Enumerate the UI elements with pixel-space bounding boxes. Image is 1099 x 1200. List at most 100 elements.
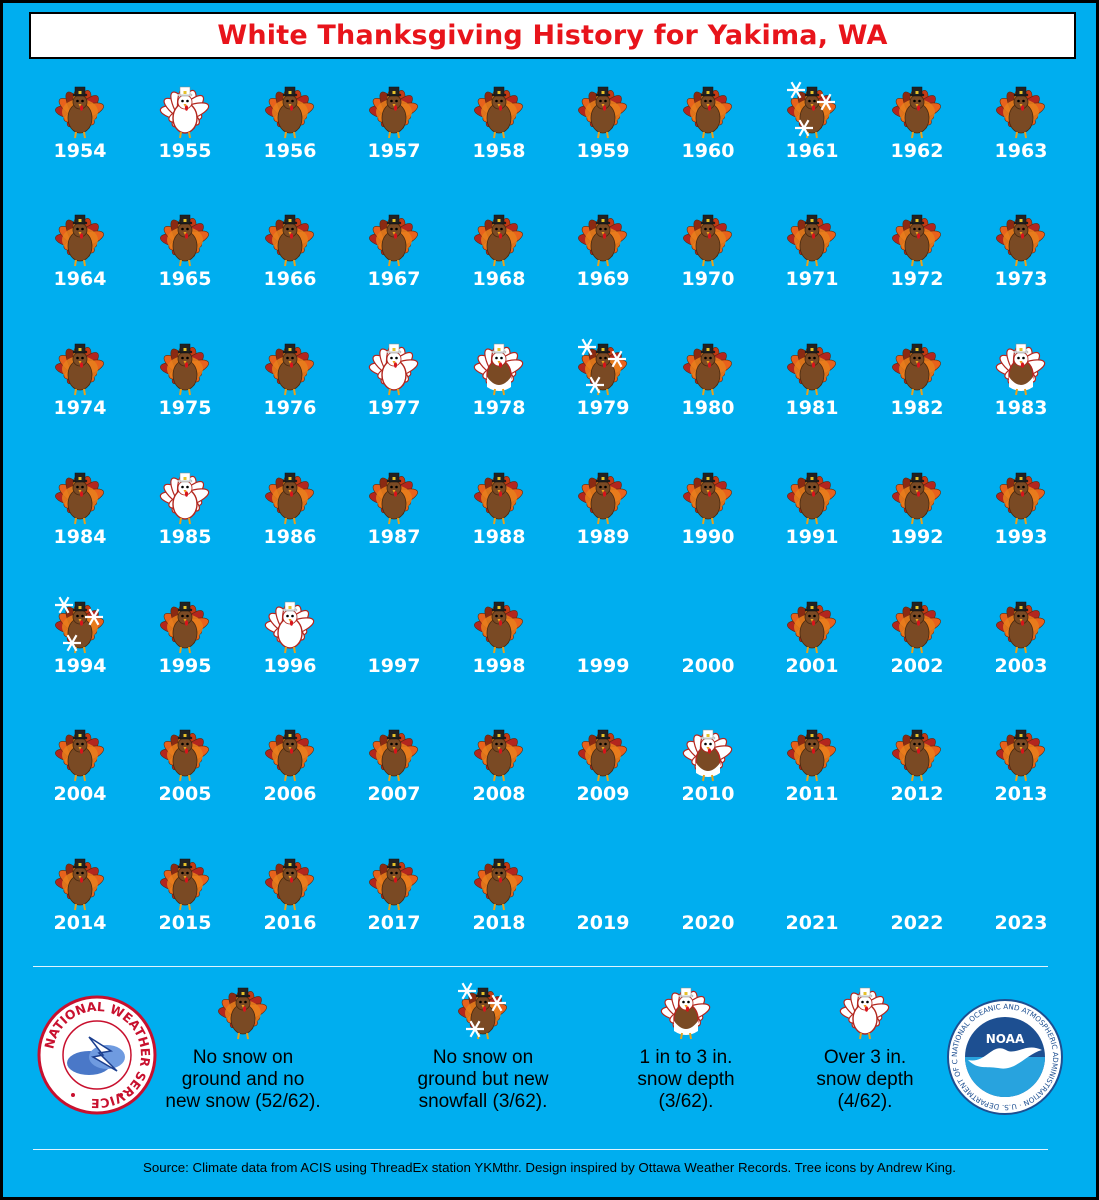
title-box: White Thanksgiving History for Yakima, W…: [29, 12, 1076, 59]
year-label: 2021: [785, 912, 839, 934]
legend-text-line: new snow (52/62).: [165, 1091, 321, 1112]
year-cell: 2003: [969, 591, 1073, 711]
year-label: 2006: [263, 783, 317, 805]
year-label: 1972: [890, 268, 944, 290]
year-label: 1979: [576, 397, 630, 419]
year-label: 1985: [158, 526, 212, 548]
legend-text: Over 3 in. snow depth (4/62).: [790, 1047, 940, 1113]
turkey-icon-none: [55, 343, 104, 396]
turkey-icon-none: [996, 472, 1045, 525]
year-cell: 2022: [865, 848, 969, 968]
year-cell: 1960: [656, 76, 760, 196]
legend-turkey-icon-depth-over-3: [839, 987, 890, 1040]
year-cell: 1996: [238, 591, 342, 711]
turkey-icon-none: [265, 729, 314, 782]
year-cell: 1957: [342, 76, 446, 196]
year-label: 1981: [785, 397, 839, 419]
turkey-icon-none: [265, 86, 314, 139]
turkey-icon-none: [265, 858, 314, 911]
year-cell: 2002: [865, 591, 969, 711]
year-cell: 1999: [551, 591, 655, 711]
year-cell: 2004: [28, 719, 132, 839]
turkey-icon-new-snow: [55, 596, 104, 654]
year-label: 2012: [890, 783, 944, 805]
year-cell: 1989: [551, 462, 655, 582]
year-cell: 1980: [656, 333, 760, 453]
nws-logo: NATIONAL WEATHER SERVICE: [37, 995, 157, 1115]
year-label: 2016: [263, 912, 317, 934]
year-cell: 1962: [865, 76, 969, 196]
turkey-icon-none: [578, 86, 627, 139]
year-cell: 1964: [28, 204, 132, 324]
turkey-icon-none: [892, 729, 941, 782]
turkey-icon-none: [578, 214, 627, 267]
turkey-icon-none: [474, 472, 523, 525]
year-label: 2011: [785, 783, 839, 805]
year-label: 1970: [681, 268, 735, 290]
year-cell: 1985: [133, 462, 237, 582]
year-cell: 1972: [865, 204, 969, 324]
year-cell: 1984: [28, 462, 132, 582]
year-label: 2020: [681, 912, 735, 934]
year-label: 2013: [994, 783, 1048, 805]
year-cell: 1981: [760, 333, 864, 453]
turkey-icon-none: [55, 858, 104, 911]
year-label: 1967: [367, 268, 421, 290]
legend-text-line: Over 3 in.: [823, 1047, 907, 1068]
legend-turkey-icon-new-snow: [458, 982, 507, 1040]
year-cell: 2019: [551, 848, 655, 968]
year-cell: 2006: [238, 719, 342, 839]
turkey-icon-none: [787, 214, 836, 267]
year-cell: 2011: [760, 719, 864, 839]
year-cell: 2005: [133, 719, 237, 839]
year-cell: 2021: [760, 848, 864, 968]
year-label: 1999: [576, 655, 630, 677]
year-cell: 1961: [760, 76, 864, 196]
year-label: 1998: [472, 655, 526, 677]
legend-text-line: snow depth: [637, 1069, 735, 1090]
turkey-icon-none: [369, 214, 418, 267]
year-cell: 1994: [28, 591, 132, 711]
year-cell: 1967: [342, 204, 446, 324]
turkey-icon-none: [265, 214, 314, 267]
legend-text-line: No snow on: [432, 1047, 534, 1068]
year-label: 2009: [576, 783, 630, 805]
turkey-icon-none: [55, 86, 104, 139]
turkey-icon-none: [683, 472, 732, 525]
year-cell: 2013: [969, 719, 1073, 839]
turkey-icon-none: [55, 472, 104, 525]
year-label: 2005: [158, 783, 212, 805]
turkey-icon-none: [474, 86, 523, 139]
year-label: 1964: [53, 268, 107, 290]
year-cell: 1997: [342, 591, 446, 711]
year-cell: 1969: [551, 204, 655, 324]
year-cell: 2009: [551, 719, 655, 839]
turkey-icon-none: [787, 343, 836, 396]
year-label: 2023: [994, 912, 1048, 934]
year-label: 2010: [681, 783, 735, 805]
year-label: 2004: [53, 783, 107, 805]
year-cell: 1956: [238, 76, 342, 196]
year-label: 1974: [53, 397, 107, 419]
legend-text-line: (4/62).: [837, 1091, 893, 1112]
year-cell: 1992: [865, 462, 969, 582]
turkey-icon-none: [369, 472, 418, 525]
legend-text-line: No snow on: [192, 1047, 294, 1068]
year-label: 1995: [158, 655, 212, 677]
year-label: 1961: [785, 140, 839, 162]
year-cell: 1970: [656, 204, 760, 324]
legend-text-line: snow depth: [816, 1069, 914, 1090]
year-label: 2014: [53, 912, 107, 934]
year-label: 2015: [158, 912, 212, 934]
year-label: 1957: [367, 140, 421, 162]
legend-text-line: (3/62).: [658, 1091, 714, 1112]
year-label: 2008: [472, 783, 526, 805]
year-cell: 1955: [133, 76, 237, 196]
year-label: 1996: [263, 655, 317, 677]
year-cell: 1987: [342, 462, 446, 582]
turkey-icon-depth-over-3: [159, 86, 210, 139]
year-cell: 2018: [447, 848, 551, 968]
year-label: 1983: [994, 397, 1048, 419]
year-label: 1969: [576, 268, 630, 290]
year-cell: 1982: [865, 333, 969, 453]
